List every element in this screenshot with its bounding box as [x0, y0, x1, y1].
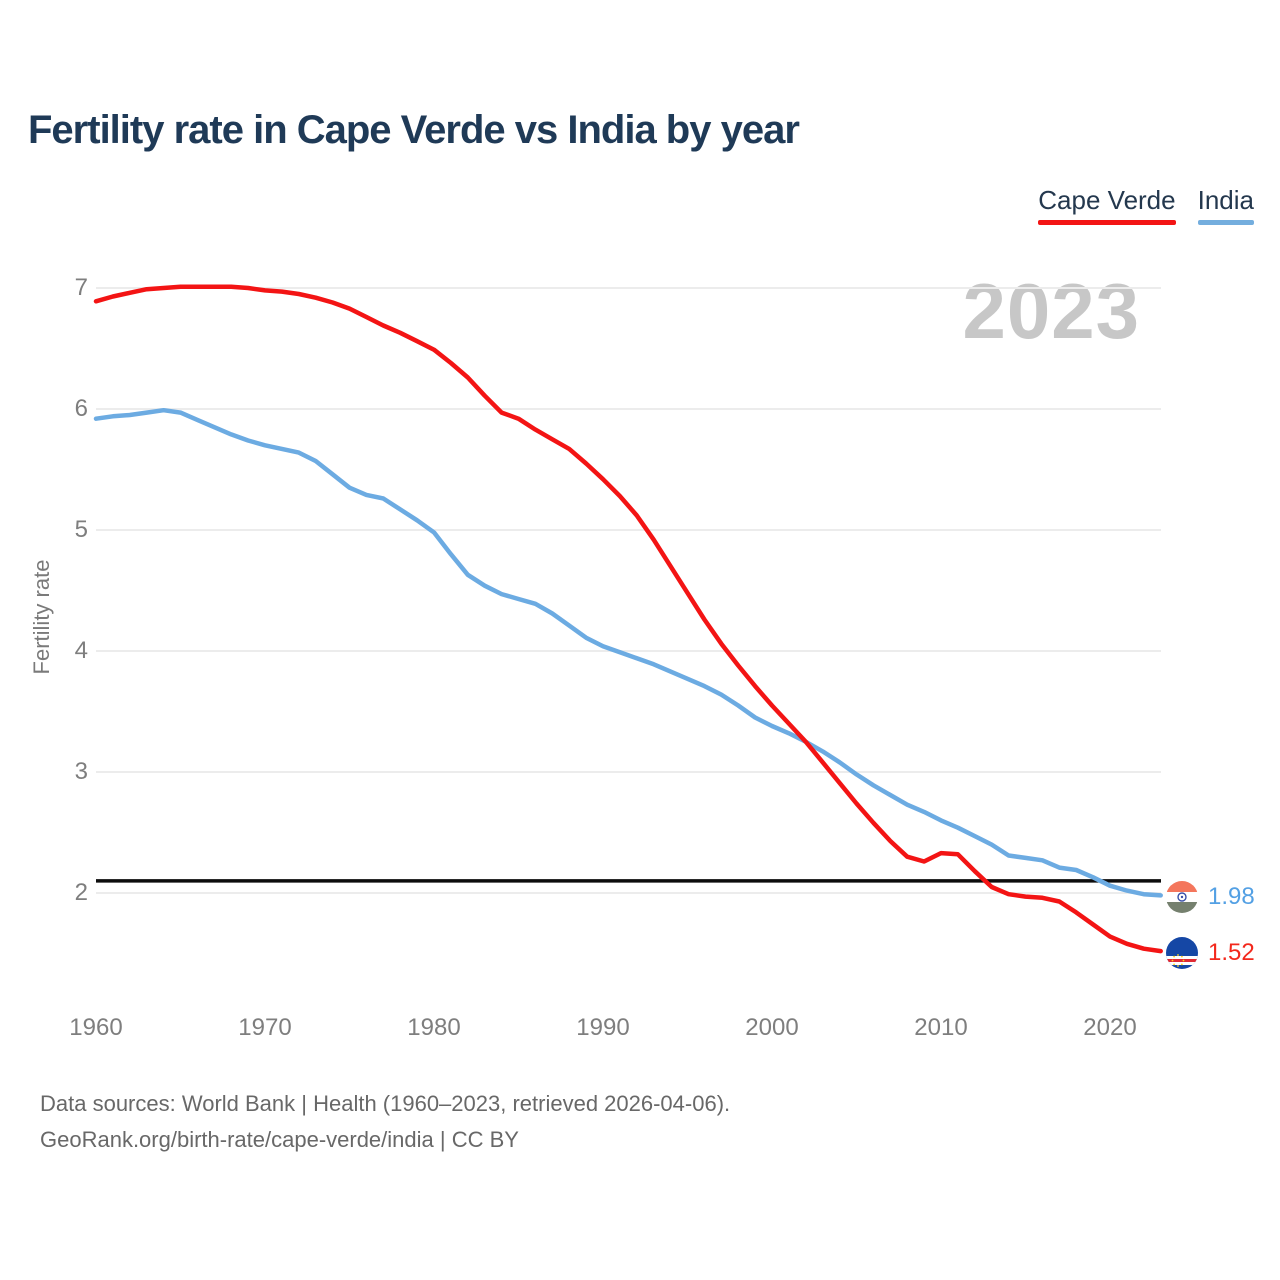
- legend-label-india: India: [1197, 185, 1254, 215]
- x-tick-label: 1960: [69, 1014, 123, 1041]
- india-line[interactable]: [93, 407, 1163, 898]
- x-tick-label: 1980: [407, 1014, 461, 1041]
- cape-verde-flag-icon: [1166, 937, 1198, 969]
- y-tick-label: 6: [74, 395, 88, 422]
- cape-verde-end-value: 1.52: [1208, 939, 1255, 966]
- y-tick-label: 4: [74, 637, 88, 664]
- legend-swatch-cape-verde: [1038, 220, 1176, 225]
- x-tick-label: 1970: [238, 1014, 292, 1041]
- india-end-label: 1.98: [1166, 881, 1255, 913]
- india-end-value: 1.98: [1208, 883, 1255, 910]
- x-tick-label: 2000: [745, 1014, 799, 1041]
- data-sources-text: Data sources: World Bank | Health (1960–…: [40, 1091, 731, 1116]
- chart-title: Fertility rate in Cape Verde vs India by…: [28, 108, 800, 152]
- legend-item-cape-verde[interactable]: Cape Verde: [1038, 185, 1176, 225]
- cape-verde-end-label: 1.52: [1166, 937, 1255, 969]
- footer: Data sources: World Bank | Health (1960–…: [40, 1086, 730, 1158]
- y-tick-label: 5: [74, 516, 88, 543]
- attribution-text: GeoRank.org/birth-rate/cape-verde/india …: [40, 1127, 519, 1152]
- y-tick-label: 7: [74, 274, 88, 301]
- y-tick-label: 3: [74, 758, 88, 785]
- legend-item-india[interactable]: India: [1197, 185, 1254, 225]
- cape-verde-line[interactable]: [93, 284, 1163, 954]
- x-tick-label: 2020: [1083, 1014, 1137, 1041]
- india-flag-icon: [1166, 881, 1198, 913]
- legend-label-cape-verde: Cape Verde: [1038, 185, 1176, 215]
- x-tick-label: 2010: [914, 1014, 968, 1041]
- y-tick-label: 2: [74, 879, 88, 906]
- legend: Cape Verde India: [1038, 185, 1254, 225]
- x-tick-label: 1990: [576, 1014, 630, 1041]
- legend-swatch-india: [1197, 220, 1254, 225]
- watermark-year: 2023: [962, 267, 1140, 355]
